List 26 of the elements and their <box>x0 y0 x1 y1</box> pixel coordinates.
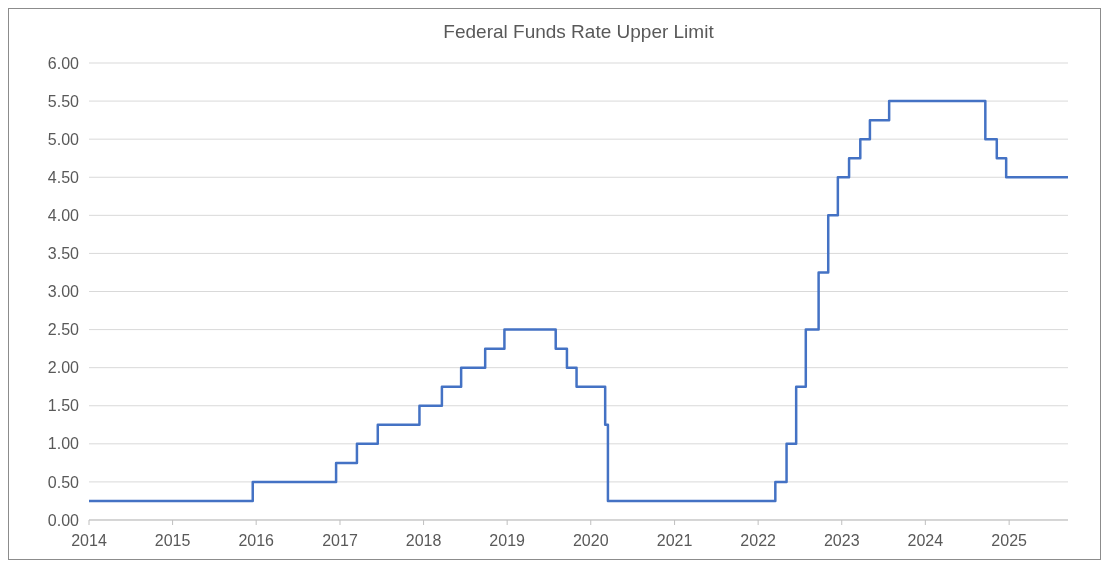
y-tick-label: 0.00 <box>47 511 80 529</box>
y-tick-label: 4.00 <box>47 206 80 224</box>
y-tick-label: 2.50 <box>47 321 80 339</box>
x-tick-label: 2024 <box>907 532 944 549</box>
chart-title: Federal Funds Rate Upper Limit <box>443 21 715 42</box>
y-tick-label: 1.00 <box>47 435 80 453</box>
x-tick-label: 2014 <box>71 532 107 549</box>
x-tick-label: 2022 <box>740 532 777 549</box>
x-tick-label: 2025 <box>991 532 1028 549</box>
y-tick-label: 2.00 <box>47 359 80 377</box>
x-tick-label: 2019 <box>489 532 526 549</box>
y-tick-label: 3.50 <box>47 245 80 263</box>
y-tick-label: 0.50 <box>47 473 80 491</box>
x-tick-label: 2020 <box>572 532 609 549</box>
y-tick-label: 5.50 <box>47 92 80 110</box>
y-tick-label: 6.00 <box>47 54 80 72</box>
x-tick-label: 2021 <box>656 532 693 549</box>
y-tick-label: 4.50 <box>47 168 80 186</box>
y-tick-label: 3.00 <box>47 283 80 301</box>
y-tick-label: 1.50 <box>47 397 80 415</box>
y-tick-label: 5.00 <box>47 130 80 148</box>
x-tick-label: 2018 <box>405 532 442 549</box>
x-tick-label: 2015 <box>154 532 191 549</box>
x-tick-label: 2016 <box>238 532 275 549</box>
x-tick-label: 2017 <box>322 532 358 549</box>
x-tick-label: 2023 <box>823 532 860 549</box>
